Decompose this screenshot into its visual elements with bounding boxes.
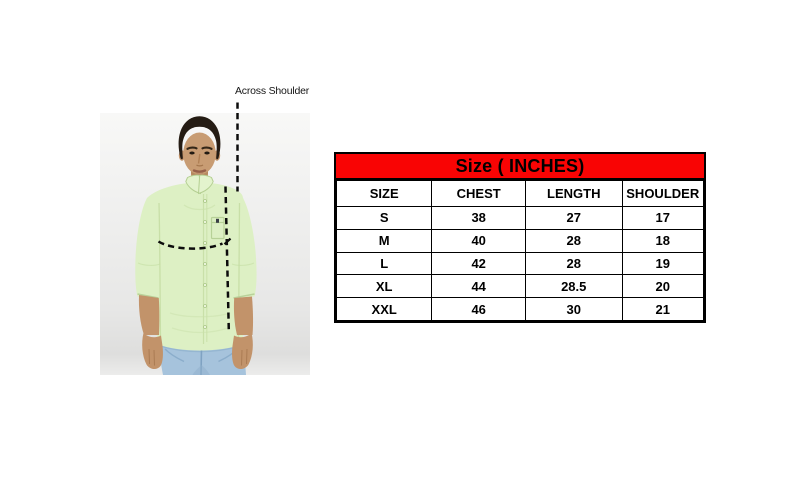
column-header: SHOULDER <box>621 180 704 207</box>
head <box>178 116 221 175</box>
size-row: S 38 27 17 <box>335 206 704 230</box>
size-cell: 46 <box>431 297 526 321</box>
column-header: CHEST <box>431 180 526 207</box>
across-shoulder-label: Across Shoulder <box>235 85 310 97</box>
size-table-header-row: SIZE CHEST LENGTH SHOULDER <box>335 180 704 207</box>
size-cell: 19 <box>621 251 704 276</box>
hair <box>178 116 221 160</box>
column-header: SIZE <box>335 180 433 207</box>
size-cell: 40 <box>431 228 526 253</box>
size-row: XL 44 28.5 20 <box>335 274 704 299</box>
size-table-body: S 38 27 17 M 40 28 18 L 42 28 19 XL 44 28.5 20 XXL 46 30 21 <box>335 206 704 321</box>
size-cell: 42 <box>431 251 526 276</box>
size-chart-title: Size ( INCHES) <box>336 154 704 180</box>
size-cell: M <box>335 228 433 253</box>
size-cell: S <box>335 206 433 230</box>
size-chart: Size ( INCHES) SIZE CHEST LENGTH SHOULDER S… <box>334 152 706 323</box>
column-header: LENGTH <box>524 180 623 207</box>
collar <box>185 167 214 195</box>
brand-logo <box>216 218 219 223</box>
size-cell: 44 <box>431 274 526 299</box>
arms <box>138 295 254 370</box>
size-cell: L <box>335 251 433 276</box>
size-cell: 30 <box>524 297 623 321</box>
size-cell: 28 <box>524 251 623 276</box>
size-cell: 28.5 <box>524 274 623 299</box>
chest-pocket <box>210 216 225 240</box>
size-cell: 17 <box>621 206 704 230</box>
size-cell: 20 <box>621 274 704 299</box>
size-cell: XL <box>335 274 433 299</box>
size-cell: 18 <box>621 228 704 253</box>
size-row: L 42 28 19 <box>335 251 704 276</box>
size-cell: 21 <box>621 297 704 321</box>
model-photo <box>100 113 310 375</box>
size-row: M 40 28 18 <box>335 228 704 253</box>
model-illustration <box>100 113 310 375</box>
size-table: SIZE CHEST LENGTH SHOULDER S 38 27 17 M 40 28 18 L 4… <box>335 180 704 321</box>
size-row: XXL 46 30 21 <box>335 297 704 321</box>
size-cell: XXL <box>335 297 433 321</box>
shirt <box>135 182 257 351</box>
size-cell: 28 <box>524 228 623 253</box>
size-cell: 27 <box>524 206 623 230</box>
size-cell: 38 <box>431 206 526 230</box>
